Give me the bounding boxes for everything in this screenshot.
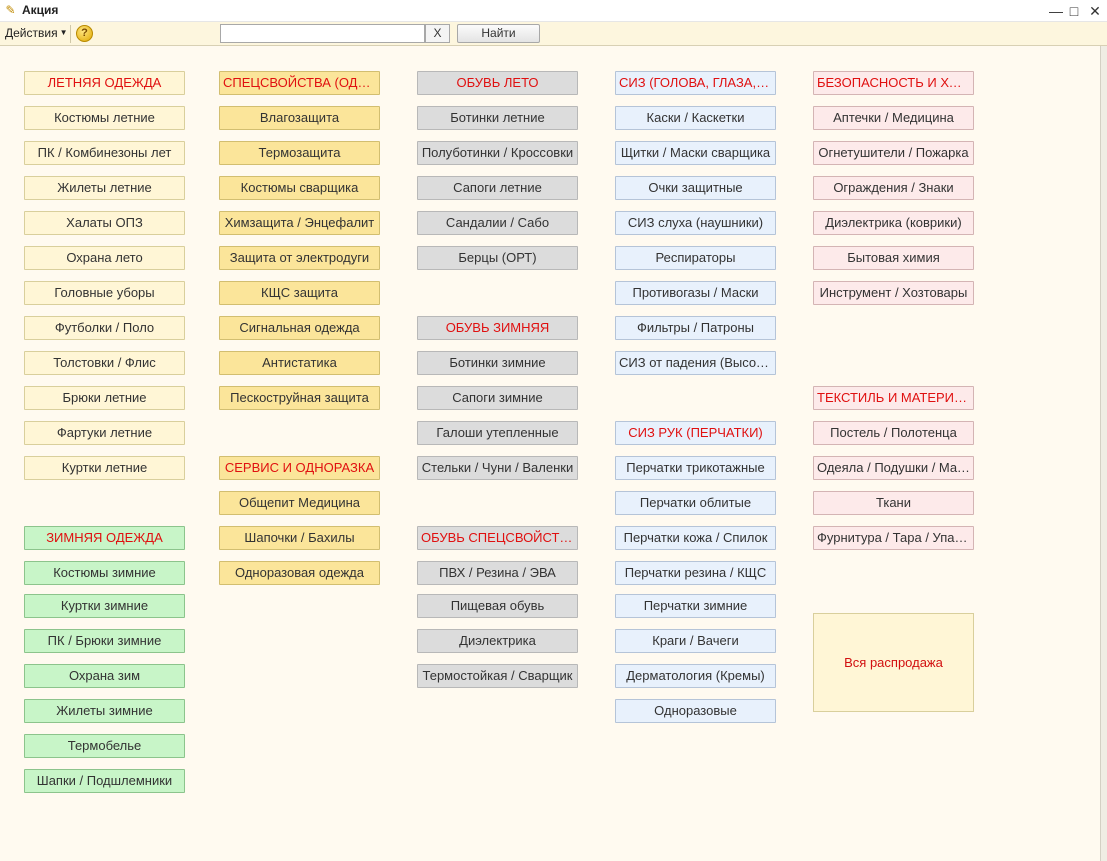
category-button-green-4[interactable]: Охрана зим [24, 664, 185, 688]
category-button-yellow-11[interactable]: Куртки летние [24, 456, 185, 480]
category-button-blue-8[interactable]: СИЗ от падения (Высота) [615, 351, 776, 375]
category-button-green-2[interactable]: Куртки зимние [24, 594, 185, 618]
category-button-blue-12[interactable]: Перчатки кожа / Спилок [615, 526, 776, 550]
category-button-blue-14[interactable]: Перчатки зимние [615, 594, 776, 618]
category-button-orange-5[interactable]: Защита от электродуги [219, 246, 380, 270]
category-button-gray-9[interactable]: Галоши утепленные [417, 421, 578, 445]
category-button-blue-13[interactable]: Перчатки резина / КЩС [615, 561, 776, 585]
category-button-orange-1[interactable]: Влагозащита [219, 106, 380, 130]
category-header-green-0[interactable]: ЗИМНЯЯ ОДЕЖДА [24, 526, 185, 550]
category-button-pink-9[interactable]: Одеяла / Подушки / Матрасы [813, 456, 974, 480]
category-button-gray-3[interactable]: Сапоги летние [417, 176, 578, 200]
category-button-pink-8[interactable]: Постель / Полотенца [813, 421, 974, 445]
category-header-gray-0[interactable]: ОБУВЬ ЛЕТО [417, 71, 578, 95]
category-button-orange-2[interactable]: Термозащита [219, 141, 380, 165]
category-button-pink-10[interactable]: Ткани [813, 491, 974, 515]
all-sale-button[interactable]: Вся распродажа [813, 613, 974, 712]
category-button-yellow-10[interactable]: Фартуки летние [24, 421, 185, 445]
category-button-pink-2[interactable]: Огнетушители / Пожарка [813, 141, 974, 165]
category-button-gray-1[interactable]: Ботинки летние [417, 106, 578, 130]
category-header-gray-11[interactable]: ОБУВЬ СПЕЦСВОЙСТВА [417, 526, 578, 550]
category-header-blue-9[interactable]: СИЗ РУК (ПЕРЧАТКИ) [615, 421, 776, 445]
category-button-gray-2[interactable]: Полуботинки / Кроссовки [417, 141, 578, 165]
category-button-blue-10[interactable]: Перчатки трикотажные [615, 456, 776, 480]
toolbar-separator [70, 25, 71, 43]
category-button-gray-7[interactable]: Ботинки зимние [417, 351, 578, 375]
category-button-yellow-4[interactable]: Халаты ОПЗ [24, 211, 185, 235]
category-button-blue-7[interactable]: Фильтры / Патроны [615, 316, 776, 340]
category-button-orange-8[interactable]: Антистатика [219, 351, 380, 375]
category-button-orange-4[interactable]: Химзащита / Энцефалит [219, 211, 380, 235]
category-button-green-3[interactable]: ПК / Брюки зимние [24, 629, 185, 653]
category-button-blue-6[interactable]: Противогазы / Маски [615, 281, 776, 305]
category-button-pink-1[interactable]: Аптечки / Медицина [813, 106, 974, 130]
window-titlebar: ✎ Акция — □ ✕ [0, 0, 1107, 22]
category-button-orange-3[interactable]: Костюмы сварщика [219, 176, 380, 200]
category-button-blue-2[interactable]: Щитки / Маски сварщика [615, 141, 776, 165]
category-header-pink-7[interactable]: ТЕКСТИЛЬ И МАТЕРИАЛЫ [813, 386, 974, 410]
category-button-orange-7[interactable]: Сигнальная одежда [219, 316, 380, 340]
category-button-blue-1[interactable]: Каски / Каскетки [615, 106, 776, 130]
maximize-icon[interactable]: □ [1069, 3, 1079, 19]
category-button-blue-4[interactable]: СИЗ слуха (наушники) [615, 211, 776, 235]
category-button-orange-13[interactable]: Одноразовая одежда [219, 561, 380, 585]
category-header-orange-10[interactable]: СЕРВИС И ОДНОРАЗКА [219, 456, 380, 480]
help-icon[interactable]: ? [76, 25, 93, 42]
category-button-gray-13[interactable]: Пищевая обувь [417, 594, 578, 618]
actions-menu-button[interactable]: Действия ▼ [5, 26, 68, 40]
find-button[interactable]: Найти [457, 24, 540, 43]
category-button-gray-10[interactable]: Стельки / Чуни / Валенки [417, 456, 578, 480]
category-button-green-5[interactable]: Жилеты зимние [24, 699, 185, 723]
window-title: Акция [22, 3, 59, 17]
category-button-orange-9[interactable]: Пескоструйная защита [219, 386, 380, 410]
category-button-pink-11[interactable]: Фурнитура / Тара / Упаковка [813, 526, 974, 550]
category-button-yellow-3[interactable]: Жилеты летние [24, 176, 185, 200]
category-button-pink-4[interactable]: Диэлектрика (коврики) [813, 211, 974, 235]
close-icon[interactable]: ✕ [1089, 3, 1101, 19]
category-header-pink-0[interactable]: БЕЗОПАСНОСТЬ И ХОЗТОВАРЫ [813, 71, 974, 95]
category-button-yellow-2[interactable]: ПК / Комбинезоны лет [24, 141, 185, 165]
clear-search-button[interactable]: X [425, 24, 450, 43]
category-button-orange-11[interactable]: Общепит Медицина [219, 491, 380, 515]
category-button-yellow-6[interactable]: Головные уборы [24, 281, 185, 305]
category-button-gray-8[interactable]: Сапоги зимние [417, 386, 578, 410]
category-button-blue-3[interactable]: Очки защитные [615, 176, 776, 200]
category-button-pink-6[interactable]: Инструмент / Хозтовары [813, 281, 974, 305]
category-button-blue-11[interactable]: Перчатки облитые [615, 491, 776, 515]
category-button-blue-16[interactable]: Дерматология (Кремы) [615, 664, 776, 688]
category-header-yellow-0[interactable]: ЛЕТНЯЯ ОДЕЖДА [24, 71, 185, 95]
app-icon: ✎ [5, 3, 16, 17]
category-button-pink-5[interactable]: Бытовая химия [813, 246, 974, 270]
category-button-blue-5[interactable]: Респираторы [615, 246, 776, 270]
category-button-yellow-1[interactable]: Костюмы летние [24, 106, 185, 130]
actions-menu-label: Действия [5, 26, 58, 40]
toolbar: Действия ▼ ? X Найти [0, 22, 1107, 46]
category-header-orange-0[interactable]: СПЕЦСВОЙСТВА (ОДЕЖДА) [219, 71, 380, 95]
category-button-yellow-7[interactable]: Футболки / Поло [24, 316, 185, 340]
minimize-icon[interactable]: — [1049, 3, 1063, 19]
category-button-gray-14[interactable]: Диэлектрика [417, 629, 578, 653]
category-button-pink-3[interactable]: Ограждения / Знаки [813, 176, 974, 200]
category-button-gray-15[interactable]: Термостойкая / Сварщик [417, 664, 578, 688]
category-button-orange-12[interactable]: Шапочки / Бахилы [219, 526, 380, 550]
category-button-orange-6[interactable]: КЩС защита [219, 281, 380, 305]
category-button-green-6[interactable]: Термобелье [24, 734, 185, 758]
category-button-blue-17[interactable]: Одноразовые [615, 699, 776, 723]
search-input[interactable] [220, 24, 425, 43]
category-button-green-1[interactable]: Костюмы зимние [24, 561, 185, 585]
category-button-green-7[interactable]: Шапки / Подшлемники [24, 769, 185, 793]
caret-down-icon: ▼ [59, 28, 68, 37]
category-header-blue-0[interactable]: СИЗ (ГОЛОВА, ГЛАЗА, ЛИЦО) [615, 71, 776, 95]
category-button-yellow-9[interactable]: Брюки летние [24, 386, 185, 410]
category-button-gray-5[interactable]: Берцы (ОРТ) [417, 246, 578, 270]
category-button-blue-15[interactable]: Краги / Вачеги [615, 629, 776, 653]
category-button-gray-4[interactable]: Сандалии / Сабо [417, 211, 578, 235]
category-button-yellow-5[interactable]: Охрана лето [24, 246, 185, 270]
category-button-yellow-8[interactable]: Толстовки / Флис [24, 351, 185, 375]
category-header-gray-6[interactable]: ОБУВЬ ЗИМНЯЯ [417, 316, 578, 340]
category-button-gray-12[interactable]: ПВХ / Резина / ЭВА [417, 561, 578, 585]
right-frame [1100, 46, 1107, 861]
